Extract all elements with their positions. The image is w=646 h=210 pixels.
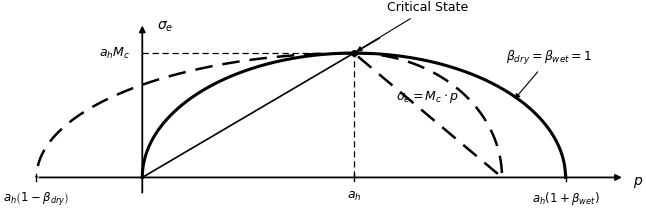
Text: $a_h M_c$: $a_h M_c$ — [99, 46, 130, 61]
Text: $\sigma_e = M_c \cdot p$: $\sigma_e = M_c \cdot p$ — [397, 89, 459, 105]
Text: $p$: $p$ — [633, 176, 643, 190]
Text: $a_h$: $a_h$ — [347, 190, 361, 203]
Text: $a_h\left(1-\beta_{dry}\right)$: $a_h\left(1-\beta_{dry}\right)$ — [3, 190, 70, 207]
Text: $\sigma_e$: $\sigma_e$ — [157, 20, 174, 34]
Text: $a_h\left(1+\beta_{wet}\right)$: $a_h\left(1+\beta_{wet}\right)$ — [532, 190, 599, 207]
Text: Critical State: Critical State — [357, 1, 468, 51]
Text: $\beta_{dry}=\beta_{wet}=1$: $\beta_{dry}=\beta_{wet}=1$ — [506, 49, 592, 98]
